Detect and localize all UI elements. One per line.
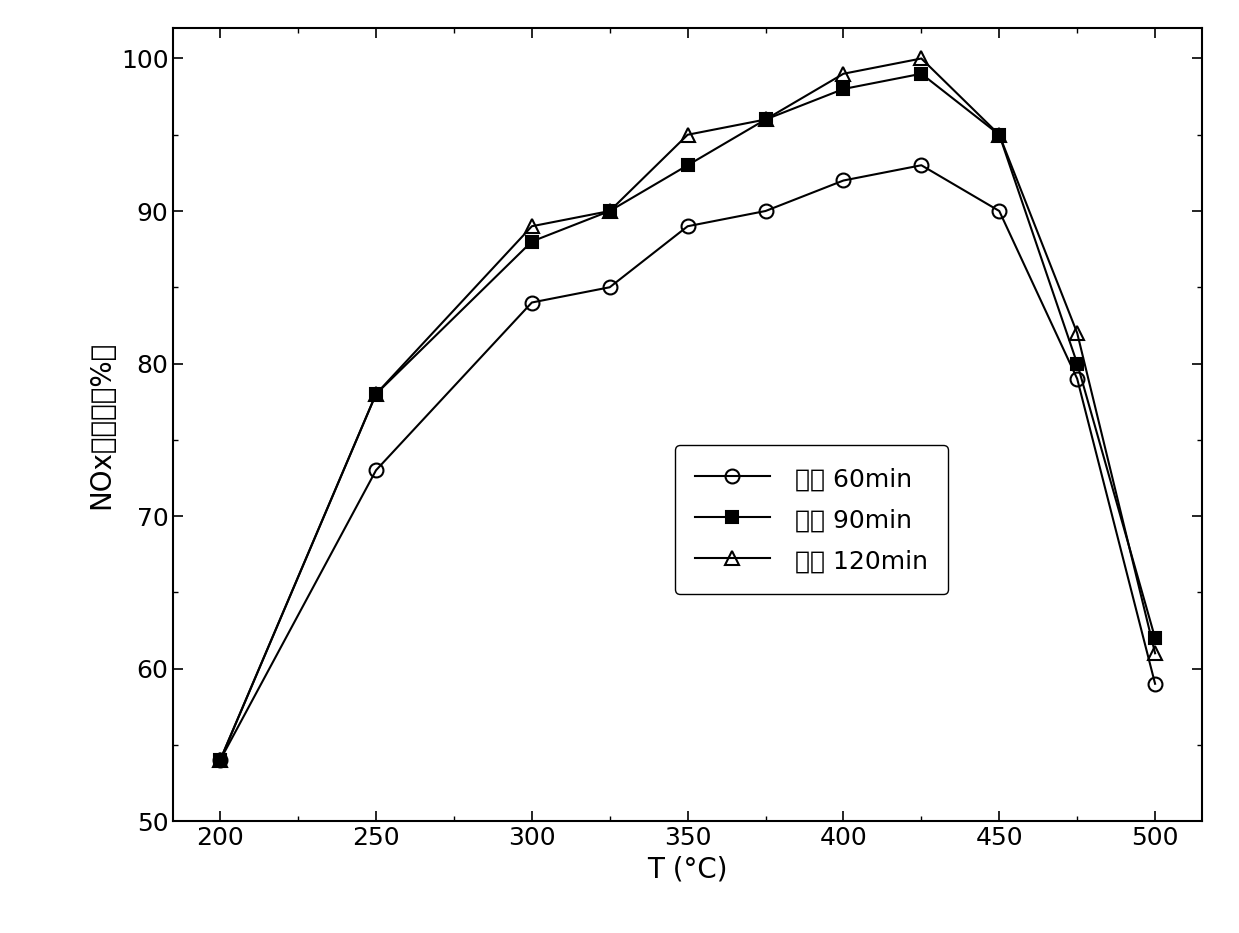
再生 90min: [213, 755, 228, 766]
Y-axis label: NOx转化率（%）: NOx转化率（%）: [88, 341, 115, 508]
再生 60min: [914, 160, 929, 171]
再生 60min: [368, 465, 383, 476]
Line: 再生 120min: 再生 120min: [213, 51, 1162, 767]
再生 90min: [680, 160, 695, 171]
再生 120min: [680, 129, 695, 140]
再生 120min: [368, 388, 383, 399]
再生 120min: [992, 129, 1007, 140]
再生 120min: [1147, 648, 1162, 659]
再生 120min: [836, 68, 851, 79]
再生 90min: [992, 129, 1007, 140]
再生 60min: [1069, 373, 1084, 384]
再生 120min: [213, 755, 228, 766]
再生 90min: [758, 114, 773, 125]
再生 90min: [524, 236, 539, 247]
再生 60min: [836, 174, 851, 186]
再生 60min: [213, 755, 228, 766]
再生 60min: [602, 282, 617, 293]
再生 90min: [836, 83, 851, 94]
再生 90min: [1069, 358, 1084, 369]
再生 90min: [602, 205, 617, 216]
再生 120min: [602, 205, 617, 216]
Line: 再生 60min: 再生 60min: [213, 159, 1162, 767]
再生 90min: [914, 68, 929, 79]
Line: 再生 90min: 再生 90min: [214, 67, 1161, 766]
再生 120min: [524, 220, 539, 231]
X-axis label: T (°C): T (°C): [648, 856, 727, 884]
再生 60min: [680, 220, 695, 231]
再生 60min: [1147, 678, 1162, 689]
再生 90min: [1147, 633, 1162, 644]
Legend: 再生 60min, 再生 90min, 再生 120min: 再生 60min, 再生 90min, 再生 120min: [674, 445, 948, 594]
再生 60min: [758, 205, 773, 216]
再生 60min: [524, 297, 539, 308]
再生 90min: [368, 388, 383, 399]
再生 120min: [758, 114, 773, 125]
再生 60min: [992, 205, 1007, 216]
再生 120min: [1069, 327, 1084, 339]
再生 120min: [914, 53, 929, 64]
